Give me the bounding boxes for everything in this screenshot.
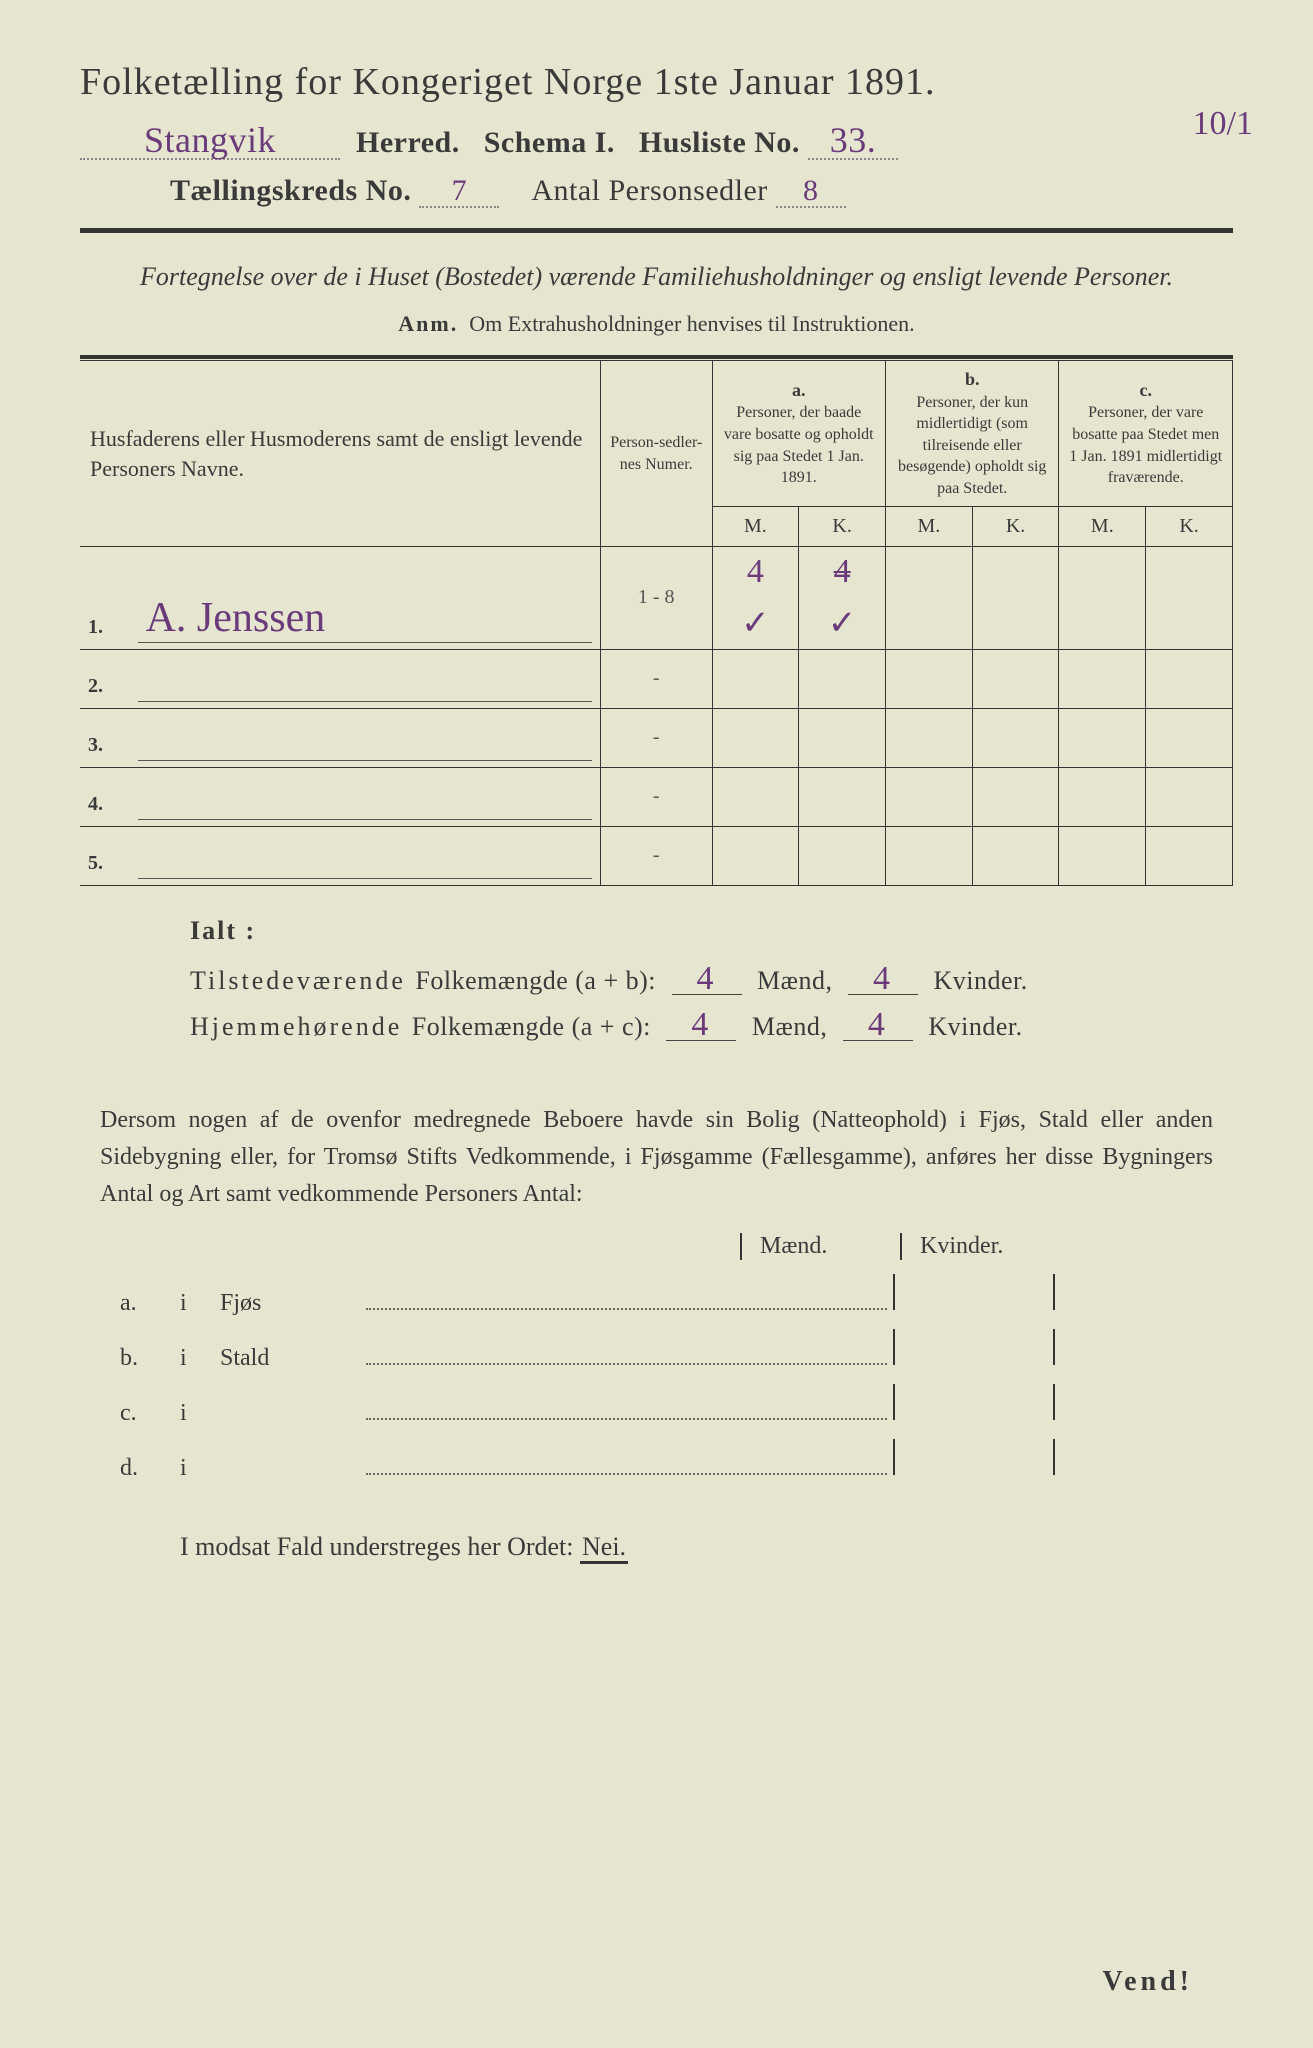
col-a-m: M. [712, 506, 799, 546]
ob-col-k: Kvinder. [900, 1233, 1060, 1260]
col-c-m: M. [1059, 506, 1146, 546]
col-c: c. Personer, der vare bosatte paa Stedet… [1059, 361, 1233, 506]
row-num: 4. [80, 767, 130, 826]
table-row: 4. - [80, 767, 1233, 826]
header-line-2: Tællingskreds No. 7 Antal Personsedler 8 [80, 174, 1233, 208]
sum-line-1: Tilstedeværende Folkemængde (a + b): 4 M… [190, 964, 1233, 996]
sedler-label: Antal Personsedler [531, 174, 767, 207]
row-num: 3. [80, 708, 130, 767]
anm-text: Om Extrahusholdninger henvises til Instr… [469, 311, 914, 336]
table-row: 2. - [80, 649, 1233, 708]
sum-m-1: 4 [672, 964, 742, 996]
ialt-label: Ialt : [190, 916, 1233, 946]
row-numer: 1 - 8 [600, 546, 712, 649]
page-title: Folketælling for Kongeriget Norge 1ste J… [80, 60, 1233, 104]
col-b-text: Personer, der kun midlertidigt (som tilr… [894, 392, 1050, 500]
vend-label: Vend! [1102, 1966, 1193, 1998]
ob-row: d. i [120, 1439, 1213, 1482]
col-c-k: K. [1146, 506, 1233, 546]
outbuilding-block: Mænd. Kvinder. a. i Fjøs b. i Stald c. i… [120, 1233, 1213, 1482]
col-names: Husfaderens eller Husmoderens samt de en… [80, 361, 600, 546]
ob-row: a. i Fjøs [120, 1274, 1213, 1317]
husliste-value: 33. [808, 122, 898, 160]
cell-b-m [885, 546, 972, 649]
anm-label: Anm. [398, 311, 458, 336]
cell-b-k [972, 546, 1059, 649]
nei-line: I modsat Fald understreges her Ordet: Ne… [180, 1532, 1233, 1562]
row-name-cell [130, 826, 601, 885]
subtitle: Fortegnelse over de i Huset (Bostedet) v… [120, 259, 1193, 295]
col-b: b. Personer, der kun midlertidigt (som t… [885, 361, 1058, 506]
col-b-m: M. [885, 506, 972, 546]
nei-word: Nei. [580, 1532, 628, 1564]
row-name-cell [130, 649, 601, 708]
sum-m-2: 4 [666, 1010, 736, 1042]
col-names-text: Husfaderens eller Husmoderens samt de en… [90, 426, 582, 481]
col-c-label: c. [1067, 378, 1224, 402]
row-name-cell: A. Jenssen [130, 546, 601, 649]
herred-label: Herred. [356, 126, 460, 159]
row-numer: - [600, 767, 712, 826]
cell-c-k [1146, 546, 1233, 649]
row-num: 2. [80, 649, 130, 708]
col-c-text: Personer, der vare bosatte paa Stedet me… [1067, 402, 1224, 488]
row-numer: - [600, 826, 712, 885]
ob-col-m: Mænd. [740, 1233, 900, 1260]
col-a-k: K. [799, 506, 886, 546]
rule-1 [80, 228, 1233, 233]
census-form-page: Folketælling for Kongeriget Norge 1ste J… [0, 0, 1313, 2048]
cell-a-k: 4 [799, 546, 886, 597]
ob-header: Mænd. Kvinder. [740, 1233, 1213, 1260]
header-line-1: Stangvik Herred. Schema I. Husliste No. … [80, 122, 1233, 160]
sum-k-1: 4 [848, 964, 918, 996]
main-table: Husfaderens eller Husmoderens samt de en… [80, 361, 1233, 885]
col-numer: Person-sedler-nes Numer. [600, 361, 712, 546]
schema-label: Schema I. [484, 126, 615, 159]
husliste-label: Husliste No. [639, 126, 800, 159]
col-a-label: a. [721, 378, 877, 402]
col-a: a. Personer, der baade vare bosatte og o… [712, 361, 885, 506]
sum-k-2: 4 [843, 1010, 913, 1042]
row-name: A. Jenssen [138, 594, 326, 642]
table-row: 3. - [80, 708, 1233, 767]
sedler-value: 8 [776, 176, 846, 208]
col-b-k: K. [972, 506, 1059, 546]
ob-row: b. i Stald [120, 1329, 1213, 1372]
col-a-text: Personer, der baade vare bosatte og opho… [721, 402, 877, 488]
cell-a-k-check: ✓ [799, 597, 886, 650]
kreds-label: Tællingskreds No. [170, 174, 411, 207]
row-name-cell [130, 708, 601, 767]
ob-row: c. i [120, 1384, 1213, 1427]
cell-a-m-check: ✓ [712, 597, 799, 650]
col-b-label: b. [894, 367, 1050, 391]
row-num: 5. [80, 826, 130, 885]
cell-a-m: 4 [712, 546, 799, 597]
totals-block: Ialt : Tilstedeværende Folkemængde (a + … [190, 916, 1233, 1042]
sum-line-2: Hjemmehørende Folkemængde (a + c): 4 Mæn… [190, 1010, 1233, 1042]
anm-line: Anm. Om Extrahusholdninger henvises til … [80, 311, 1233, 337]
row-numer: - [600, 708, 712, 767]
table-row: 5. - [80, 826, 1233, 885]
row-num: 1. [80, 546, 130, 649]
cell-c-m [1059, 546, 1146, 649]
margin-note: 10/1 [1193, 105, 1253, 143]
row-name-cell [130, 767, 601, 826]
herred-value: Stangvik [80, 122, 340, 160]
kreds-value: 7 [419, 176, 499, 208]
paragraph: Dersom nogen af de ovenfor medregnede Be… [100, 1102, 1213, 1214]
row-numer: - [600, 649, 712, 708]
table-row: 1. A. Jenssen 1 - 8 4 4 [80, 546, 1233, 597]
